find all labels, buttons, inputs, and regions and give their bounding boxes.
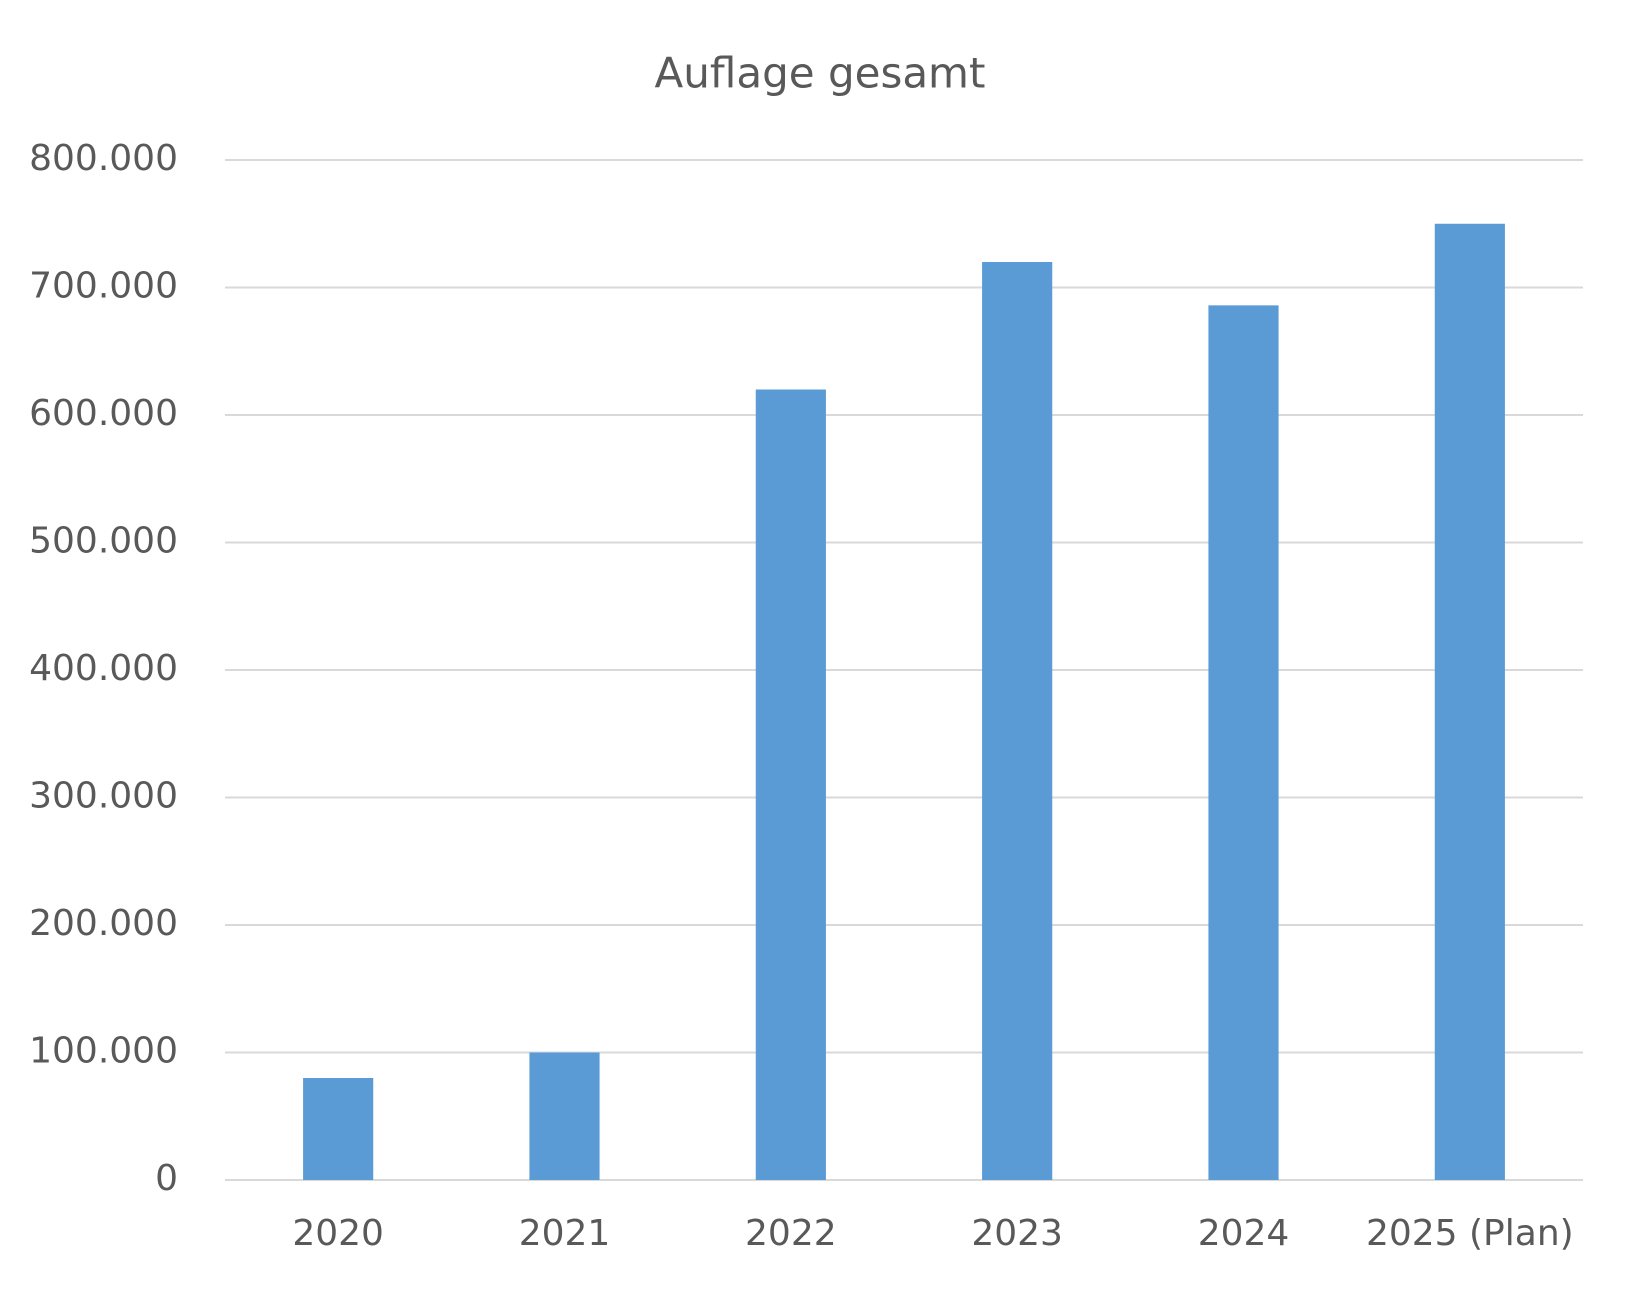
x-tick-label: 2021 <box>519 1213 611 1254</box>
x-tick-label: 2025 (Plan) <box>1366 1213 1574 1254</box>
y-tick-label: 800.000 <box>29 138 178 179</box>
y-tick-label: 600.000 <box>29 393 178 434</box>
y-tick-label: 400.000 <box>29 648 178 689</box>
x-tick-label: 2024 <box>1198 1213 1290 1254</box>
x-tick-label: 2023 <box>971 1213 1063 1254</box>
y-tick-label: 100.000 <box>29 1031 178 1072</box>
bar <box>529 1052 600 1180</box>
y-tick-label: 700.000 <box>29 266 178 307</box>
y-tick-label: 0 <box>155 1158 178 1199</box>
bar <box>1434 223 1505 1180</box>
bar <box>755 389 826 1180</box>
bar <box>1208 305 1279 1181</box>
y-tick-label: 200.000 <box>29 903 178 944</box>
x-tick-label: 2022 <box>745 1213 837 1254</box>
bar <box>303 1078 374 1180</box>
bar <box>982 262 1053 1180</box>
x-tick-label: 2020 <box>292 1213 384 1254</box>
y-tick-label: 500.000 <box>29 521 178 562</box>
chart-title: Auflage gesamt <box>655 49 986 98</box>
y-tick-label: 300.000 <box>29 776 178 817</box>
